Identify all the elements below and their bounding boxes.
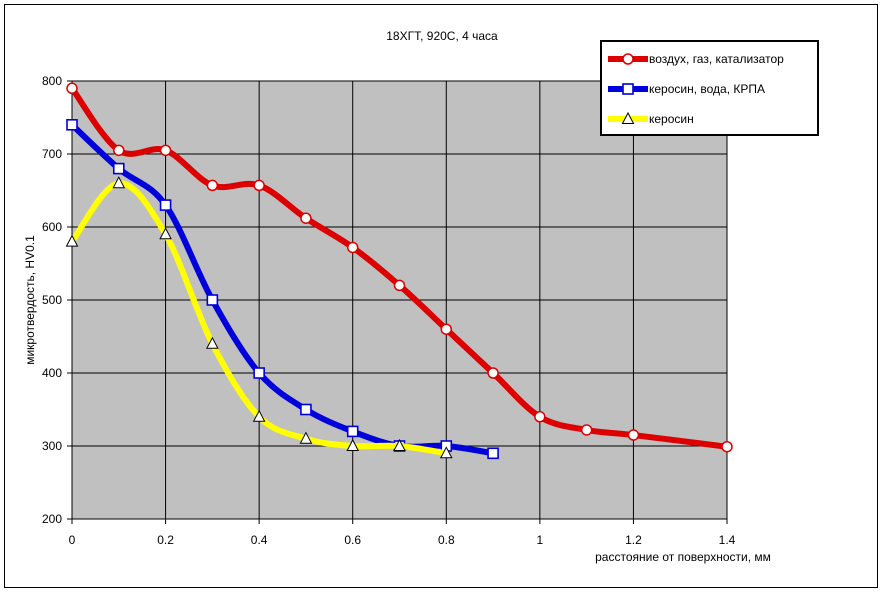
point-marker-triangle: [112, 176, 126, 189]
y-tick-label: 400: [42, 366, 62, 380]
point-marker-triangle: [299, 431, 313, 444]
point-marker-circle: [346, 241, 359, 254]
point-marker-circle: [300, 212, 312, 224]
point-marker-circle: [440, 323, 453, 335]
point-marker-square: [346, 425, 359, 438]
y-tick-label: 200: [42, 512, 62, 526]
point-marker-square: [622, 83, 634, 95]
x-tick-label: 0: [69, 533, 76, 547]
point-marker-circle: [206, 179, 219, 192]
point-marker-circle: [66, 82, 78, 95]
legend-label: керосин: [649, 112, 694, 126]
point-marker-circle: [627, 429, 640, 441]
axes: 0 0.2 0.4 0.6 0.8 1 1.2 1.4 200 300 400 500 600 700 80…: [42, 74, 736, 547]
chart-title: 18ХГТ, 920С, 4 часа: [386, 29, 498, 43]
x-tick-label: 1.2: [625, 533, 642, 547]
point-marker-circle: [159, 144, 172, 157]
series-3: [65, 176, 453, 459]
point-marker-circle: [487, 367, 499, 379]
point-marker-circle: [721, 440, 733, 453]
point-marker-square: [159, 199, 172, 211]
point-marker-triangle: [393, 438, 406, 451]
point-marker-triangle: [206, 336, 219, 349]
x-tick-label: 1: [537, 533, 544, 547]
point-marker-triangle: [252, 409, 266, 422]
point-marker-square: [487, 447, 499, 460]
point-marker-circle: [622, 53, 634, 65]
y-tick-label: 800: [42, 74, 62, 88]
point-marker-triangle: [439, 446, 453, 459]
point-marker-square: [206, 294, 219, 306]
legend-item: воздух, газ, катализатор: [608, 52, 784, 66]
x-tick-label: 0.4: [251, 533, 268, 547]
y-tick-label: 300: [42, 439, 62, 453]
x-tick-label: 1.4: [719, 533, 736, 547]
series-1: [66, 82, 733, 453]
point-marker-square: [253, 367, 265, 379]
y-tick-label: 700: [42, 147, 62, 161]
point-marker-circle: [113, 144, 125, 157]
legend: воздух, газ, катализатор керосин, вода, К…: [600, 40, 819, 136]
point-marker-triangle: [621, 111, 635, 124]
y-axis-label: микротвердость, HV0.1: [23, 235, 37, 365]
point-marker-circle: [253, 179, 265, 192]
point-marker-square: [112, 162, 125, 175]
point-marker-square: [300, 403, 312, 416]
legend-label: воздух, газ, катализатор: [649, 52, 784, 66]
point-marker-triangle: [159, 227, 172, 240]
x-axis-label: расстояние от поверхности, мм: [595, 550, 771, 564]
point-marker-square: [66, 119, 78, 131]
series-line: [69, 180, 450, 457]
point-marker-triangle: [346, 438, 360, 451]
legend-label: керосин, вода, КРПА: [649, 82, 765, 96]
x-tick-label: 0.2: [157, 533, 174, 547]
point-marker-circle: [580, 424, 593, 436]
x-tick-label: 0.8: [438, 533, 455, 547]
point-marker-triangle: [65, 234, 79, 247]
point-marker-circle: [393, 279, 406, 292]
series-layer: [65, 82, 733, 460]
x-tick-label: 0.6: [344, 533, 361, 547]
legend-item: керосин, вода, КРПА: [608, 82, 765, 96]
y-tick-label: 600: [42, 220, 62, 234]
y-tick-label: 500: [42, 293, 62, 307]
legend-item: керосин: [608, 111, 694, 126]
point-marker-circle: [534, 411, 546, 423]
